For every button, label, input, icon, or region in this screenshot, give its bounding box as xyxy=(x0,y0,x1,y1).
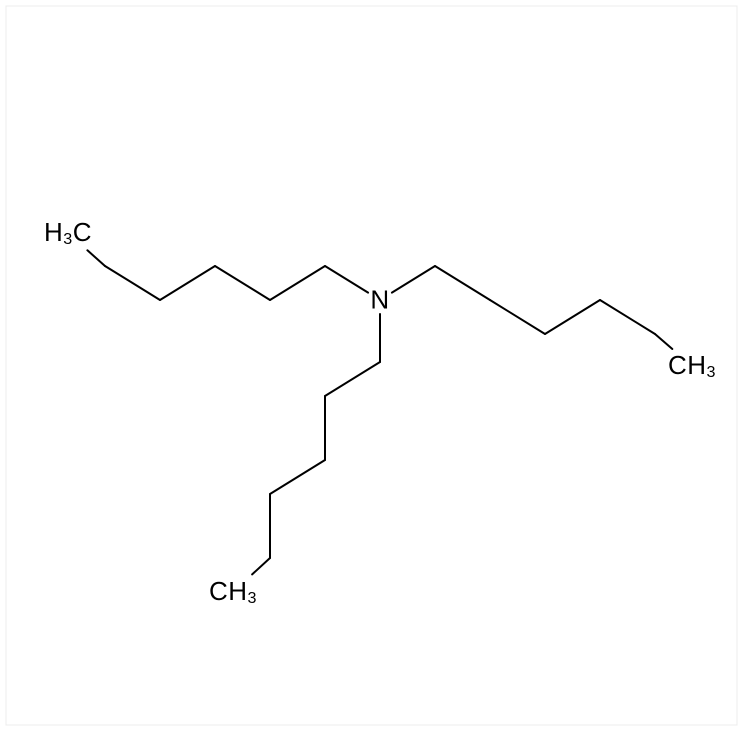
atom-label-r6: CH3 xyxy=(668,350,716,382)
bond-line xyxy=(435,266,490,300)
bond-line xyxy=(490,300,545,334)
bond-line xyxy=(325,266,368,293)
bond-line xyxy=(160,266,215,300)
bond-line xyxy=(270,266,325,300)
bond-line xyxy=(105,266,160,300)
atom-label-N: N xyxy=(370,285,389,316)
bond-line xyxy=(600,300,655,334)
molecule-svg xyxy=(0,0,743,731)
bond-line xyxy=(545,300,600,334)
molecule-figure: N H3C CH3 CH3 xyxy=(0,0,743,731)
figure-frame xyxy=(6,6,737,725)
atom-label-tl6: H3C xyxy=(44,217,92,249)
bond-line xyxy=(392,266,435,293)
bond-line xyxy=(87,250,105,266)
atom-label-d6: CH3 xyxy=(209,576,257,608)
bond-line xyxy=(325,362,380,396)
bond-line xyxy=(252,558,270,574)
bond-line xyxy=(270,460,325,494)
bond-line xyxy=(655,334,672,349)
bond-line xyxy=(215,266,270,300)
